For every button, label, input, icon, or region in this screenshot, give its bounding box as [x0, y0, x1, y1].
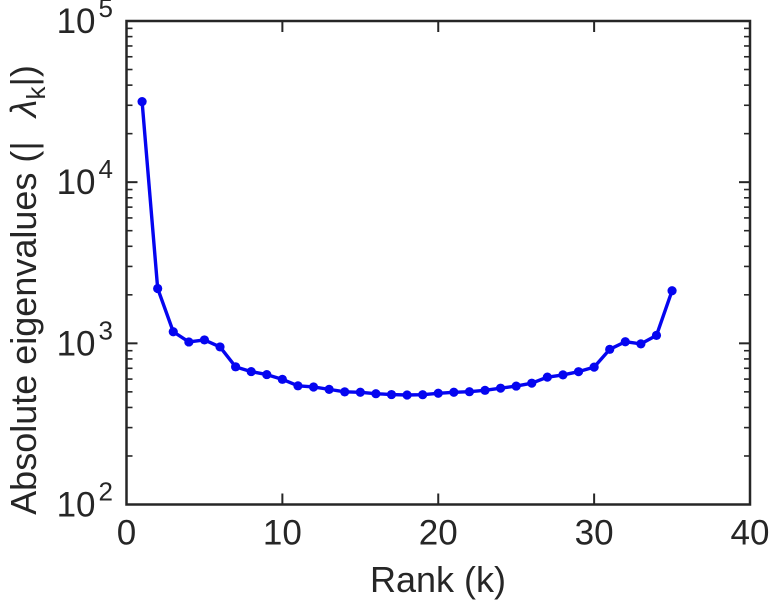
- data-point: [464, 387, 475, 397]
- data-point: [496, 383, 506, 393]
- x-tick-label: 10: [263, 514, 302, 553]
- data-point: [573, 367, 584, 377]
- data-point: [184, 337, 194, 347]
- data-point: [558, 370, 568, 380]
- y-tick-label: 10 3: [57, 315, 113, 363]
- data-point: [386, 389, 397, 400]
- data-point: [153, 283, 163, 294]
- y-tick-label: 10 4: [57, 154, 113, 202]
- data-point: [246, 366, 256, 377]
- y-tick-label: 10 5: [57, 0, 113, 41]
- data-point: [199, 335, 210, 345]
- y-axis-label-prefix: Absolute eigenvalues (|: [3, 141, 44, 515]
- data-point: [480, 385, 490, 395]
- x-tick-label: 0: [117, 514, 136, 553]
- data-point: [433, 388, 443, 398]
- x-tick-label: 20: [419, 514, 458, 553]
- data-point: [277, 374, 287, 384]
- x-tick-label: 30: [575, 514, 614, 553]
- y-axis-label: Absolute eigenvalues (| λk|): [3, 65, 51, 515]
- lambda-subscript: k: [21, 86, 51, 100]
- data-point: [651, 330, 662, 341]
- data-point: [308, 382, 319, 392]
- x-tick-label: 40: [731, 514, 770, 553]
- data-point: [511, 381, 521, 391]
- data-point: [449, 387, 459, 397]
- plot-box: [125, 19, 752, 506]
- data-point: [371, 389, 381, 399]
- data-point: [402, 390, 412, 400]
- data-point: [262, 369, 272, 380]
- y-axis-label-suffix: |): [3, 65, 44, 86]
- y-tick-label: 10 2: [57, 477, 113, 525]
- data-point: [324, 384, 334, 394]
- data-point: [215, 342, 225, 352]
- data-point: [620, 337, 630, 347]
- data-point: [168, 327, 178, 337]
- lambda-symbol: λ: [3, 100, 44, 120]
- data-point: [355, 387, 365, 397]
- data-point: [542, 372, 552, 382]
- x-axis-label: Rank (k): [370, 559, 506, 600]
- data-point: [636, 339, 646, 349]
- data-point: [293, 381, 303, 391]
- data-point: [231, 362, 241, 372]
- data-point: [605, 344, 615, 354]
- data-point: [667, 286, 677, 296]
- data-point: [589, 362, 599, 372]
- data-point: [137, 97, 147, 107]
- data-point: [527, 378, 537, 388]
- data-point: [418, 390, 428, 400]
- data-point: [340, 387, 350, 397]
